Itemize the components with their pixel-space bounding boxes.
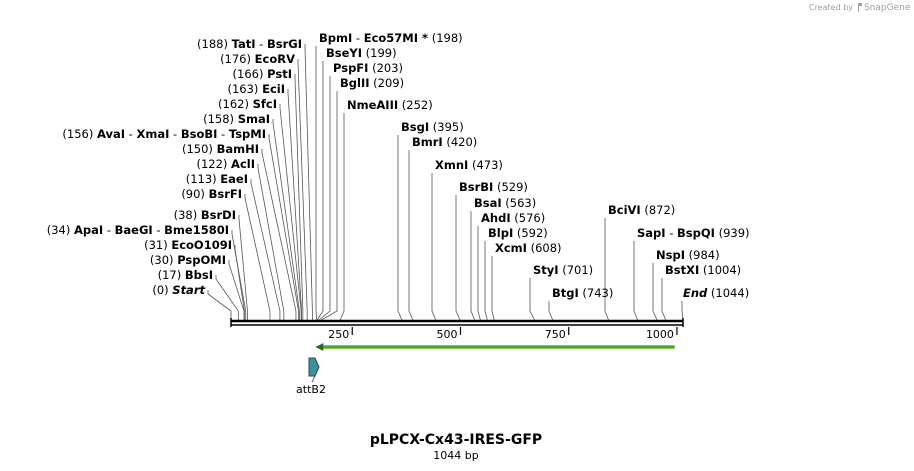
cut-line-avai — [268, 134, 299, 320]
enzyme-label-bstxi: BstXI (1004) — [665, 263, 741, 277]
cut-site-lines — [207, 44, 684, 321]
cut-line-eaei — [250, 179, 281, 320]
axis-tick-label-1000: 1000 — [646, 328, 674, 341]
enzyme-label-blpi: BlpI (592) — [488, 226, 548, 240]
enzyme-label-bseyi: BseYI (199) — [326, 46, 397, 60]
enzyme-label-eaei: (113) EaeI — [186, 172, 248, 186]
enzyme-label-bmri: BmrI (420) — [412, 135, 477, 149]
feature-reverse-arrow-head — [315, 343, 324, 351]
enzyme-label-bpmi: BpmI - Eco57MI * (198) — [319, 31, 463, 45]
enzyme-label-xmni: XmnI (473) — [435, 158, 503, 172]
enzyme-label-bbsi: (17) BbsI — [158, 268, 213, 282]
enzyme-label-bsrdi: (38) BsrDI — [174, 208, 236, 222]
cut-line-bglii — [321, 91, 338, 321]
cut-line-ecorv — [297, 59, 308, 320]
enzyme-label-pspfi: PspFI (203) — [333, 61, 403, 75]
sequence-backbone — [230, 318, 684, 327]
credit-brand: SnapGene — [864, 3, 911, 13]
plasmid-name: pLPCX-Cx43-IRES-GFP — [370, 432, 542, 448]
enzyme-label-bsrbi: BsrBI (529) — [459, 180, 528, 194]
enzyme-label-xcmi: XcmI (608) — [495, 241, 562, 255]
enzyme-label-bsai: BsaI (563) — [474, 196, 536, 210]
enzyme-label-bglii: BglII (209) — [340, 76, 404, 90]
cut-line-btgi — [548, 301, 554, 321]
enzyme-label-pspomi: (30) PspOMI — [150, 253, 226, 267]
enzyme-label-tati: (188) TatI - BsrGI — [197, 37, 302, 51]
cut-line-xmni — [431, 173, 437, 321]
enzyme-label-avai: (156) AvaI - XmaI - BsoBI - TspMI — [62, 127, 266, 141]
cut-line-styi — [529, 278, 535, 321]
enzyme-label-sapi: SapI - BspQI (939) — [637, 226, 750, 240]
enzyme-label-nspi: NspI (984) — [656, 248, 720, 262]
enzyme-label-end: End (1044) — [683, 286, 749, 300]
snapgene-credit: Created by SnapGene — [809, 3, 911, 13]
cut-line-smai — [272, 119, 300, 320]
enzyme-label-smai: (158) SmaI — [203, 112, 270, 126]
cut-line-bsrdi — [238, 215, 248, 320]
enzyme-label-styi: StyI (701) — [533, 263, 593, 277]
cut-line-bpmi — [315, 46, 318, 321]
cut-line-acli — [257, 164, 285, 320]
enzyme-label-sfci: (162) SfcI — [218, 97, 277, 111]
cut-line-ecii — [287, 89, 302, 320]
enzyme-label-bsgi: BsgI (395) — [401, 120, 464, 134]
cut-line-bmri — [408, 150, 414, 321]
attb2-label: attB2 — [296, 383, 326, 396]
cut-line-psti — [294, 74, 304, 320]
enzyme-label-ahdi: AhdI (576) — [481, 211, 545, 225]
attb2-leader-line — [311, 375, 316, 383]
cut-line-bsgi — [397, 135, 403, 321]
cut-line-pspfi — [318, 76, 331, 321]
credit-prefix: Created by — [809, 3, 853, 12]
cut-line-ahdi — [477, 226, 481, 321]
axis-ticks: 250 500 750 1000 — [328, 327, 678, 341]
feature-track: attB2 — [296, 343, 675, 396]
snapgene-logo-icon — [858, 3, 862, 12]
enzyme-label-apai: (34) ApaI - BaeGI - Bme1580I — [47, 223, 229, 237]
cut-line-pspomi — [228, 260, 245, 320]
cut-line-start — [207, 290, 232, 320]
cut-line-tati — [304, 44, 313, 320]
cut-line-bamhi — [261, 149, 297, 320]
cut-line-bsai — [470, 211, 476, 321]
cut-line-sapi — [633, 241, 638, 321]
enzyme-label-psti: (166) PstI — [233, 67, 292, 81]
enzyme-label-bsrfi: (90) BsrFI — [181, 187, 242, 201]
cut-line-xcmi — [491, 256, 495, 321]
axis-tick-label-250: 250 — [328, 328, 349, 341]
cut-line-bseyi — [316, 61, 324, 321]
enzyme-label-btgi: BtgI (743) — [552, 286, 613, 300]
cut-line-ecoo109i — [234, 245, 245, 320]
cut-line-nspi — [652, 263, 658, 321]
cut-line-end — [681, 301, 684, 321]
enzyme-label-bcivi: BciVI (872) — [608, 203, 675, 217]
cut-line-bbsi — [215, 275, 239, 320]
cut-line-bcivi — [604, 218, 609, 321]
axis-tick-label-500: 500 — [436, 328, 457, 341]
cut-line-bstxi — [661, 278, 667, 321]
enzyme-label-ecorv: (176) EcoRV — [220, 52, 295, 66]
enzyme-label-start: (0) Start — [152, 283, 205, 297]
enzyme-label-ecoo109i: (31) EcoO109I — [144, 238, 232, 252]
axis-tick-label-750: 750 — [545, 328, 566, 341]
enzyme-label-nmeaiii: NmeAIII (252) — [347, 98, 433, 112]
attb2-feature-arrow — [308, 357, 320, 377]
cut-line-blpi — [484, 241, 488, 321]
plasmid-length: 1044 bp — [433, 449, 478, 462]
cut-line-sfci — [279, 104, 302, 320]
cut-line-nmeaiii — [339, 113, 345, 321]
cut-line-bsrfi — [244, 194, 271, 320]
enzyme-label-ecii: (163) EciI — [228, 82, 286, 96]
cut-line-bsrbi — [455, 195, 461, 321]
enzyme-label-acli: (122) AclI — [196, 157, 255, 171]
enzyme-labels: (188) TatI - BsrGI(176) EcoRV(166) PstI(… — [47, 31, 750, 300]
enzyme-label-bamhi: (150) BamHI — [182, 142, 259, 156]
